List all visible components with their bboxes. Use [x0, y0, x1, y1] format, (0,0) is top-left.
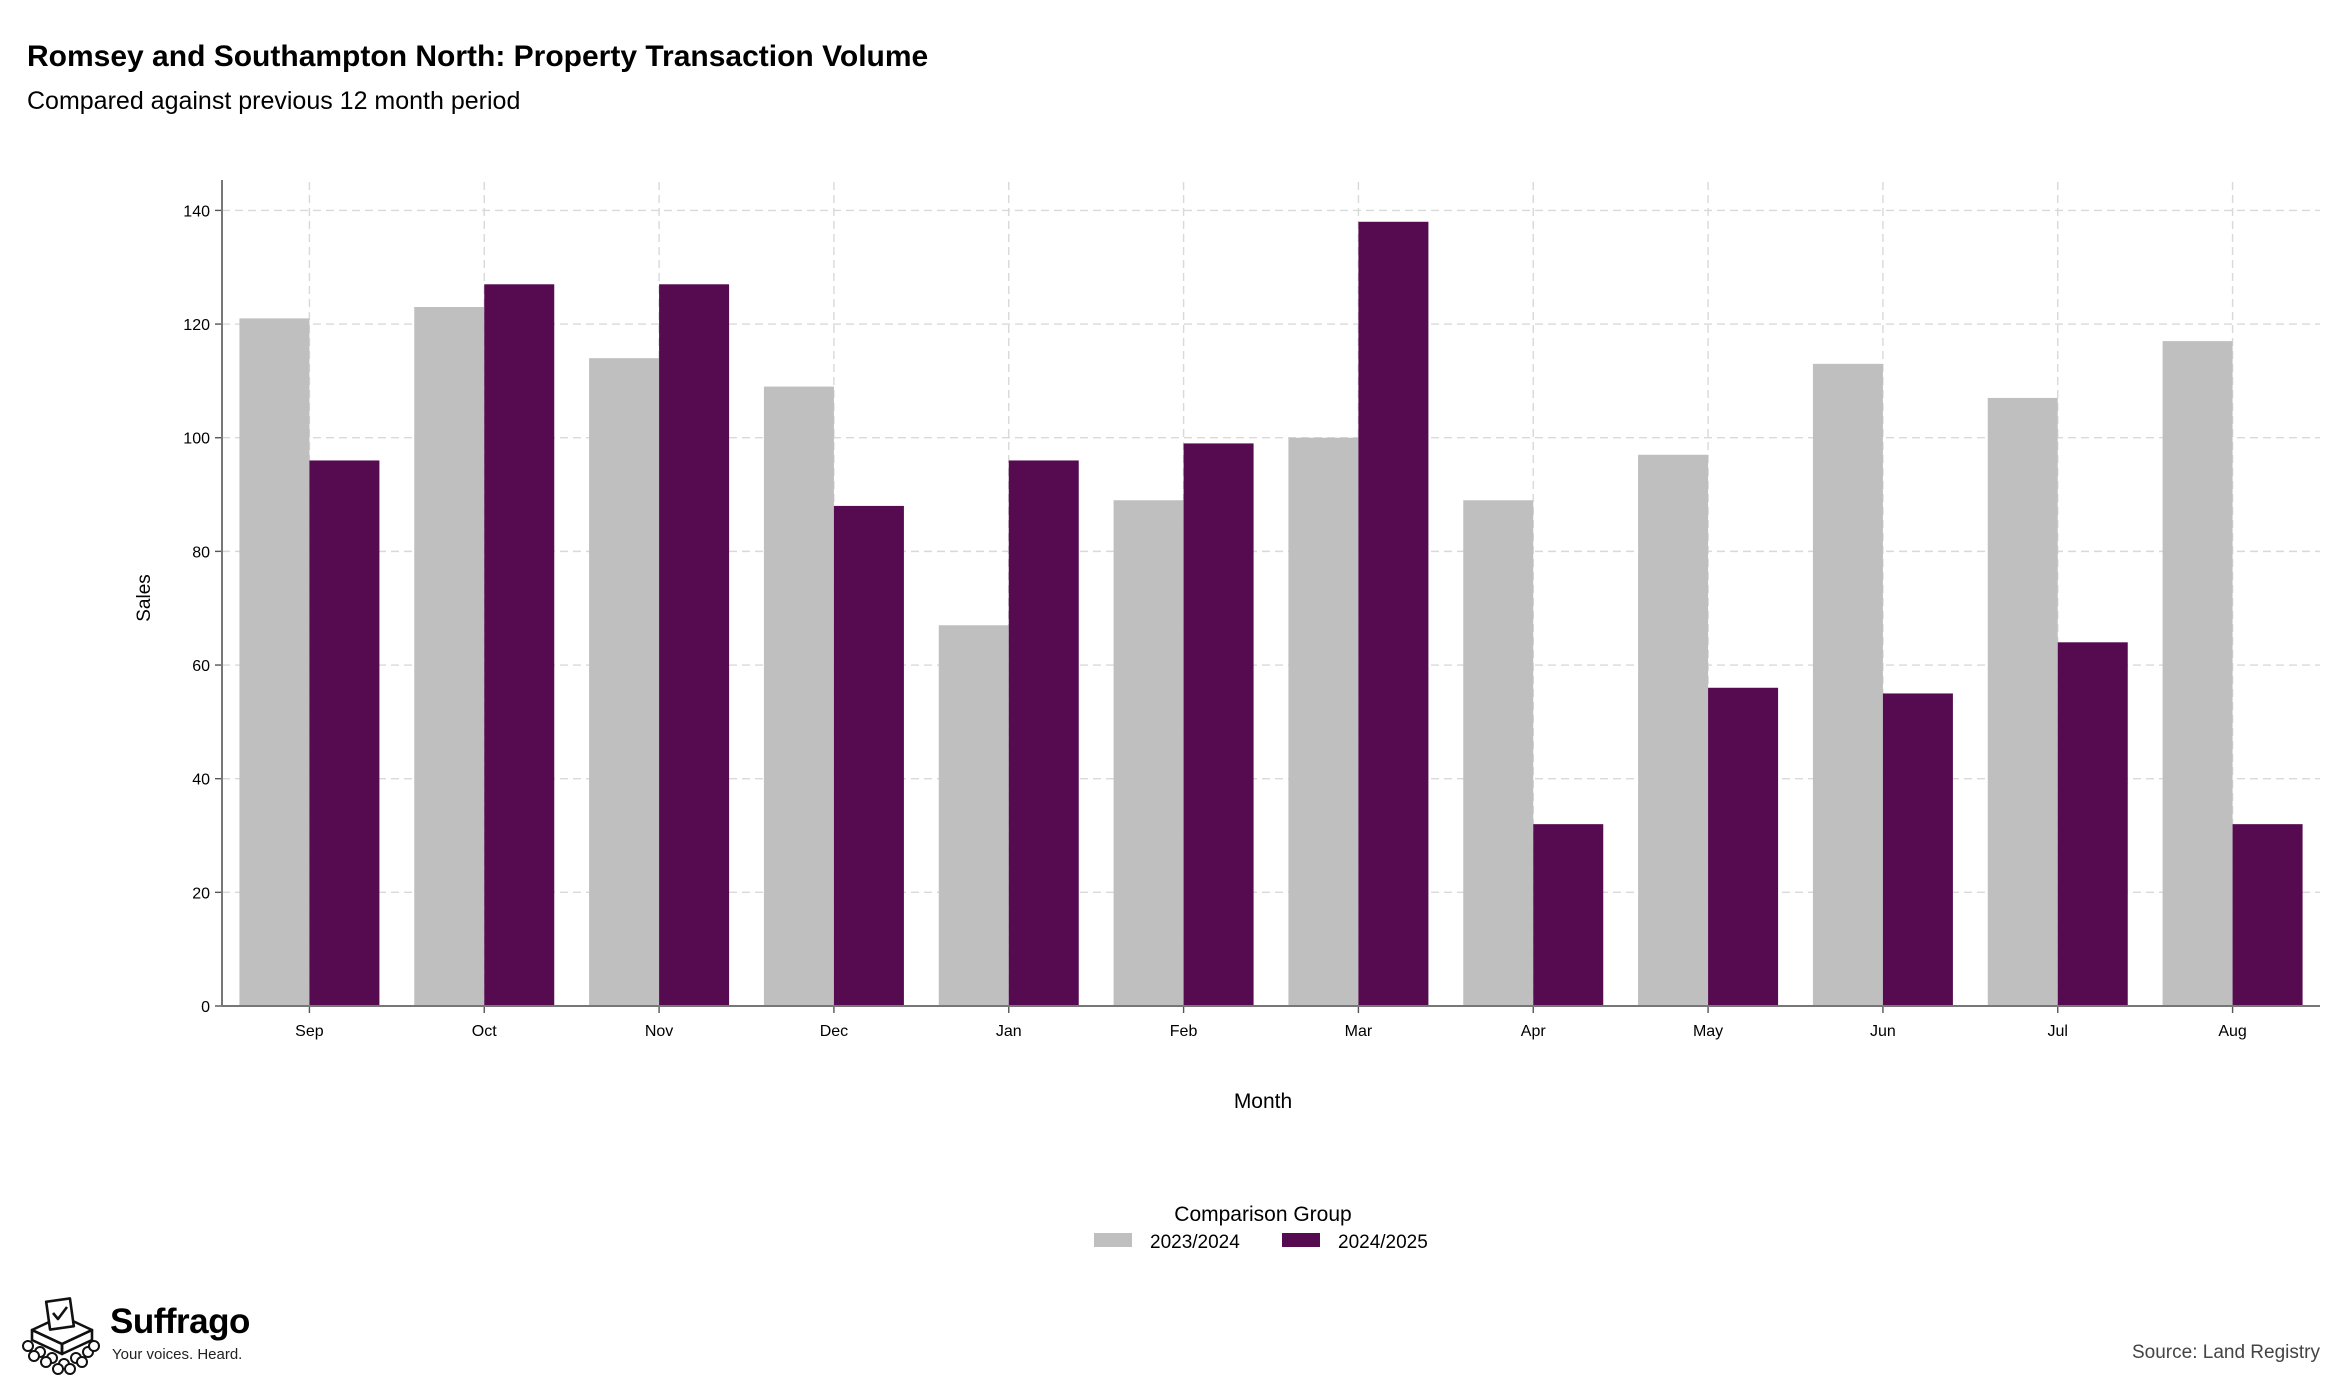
- x-tick-label: Jan: [996, 1023, 1022, 1040]
- bar-2024-2025-jun: [1882, 693, 1953, 1006]
- legend-label: 2023/2024: [1150, 1232, 1240, 1250]
- x-tick-label: Feb: [1170, 1023, 1198, 1040]
- bar-2023-2024-mar: [1288, 437, 1359, 1007]
- bars: [239, 221, 2303, 1007]
- bar-2024-2025-oct: [484, 284, 555, 1006]
- ballot-box-icon: [22, 1297, 100, 1375]
- legend-title: Comparison Group: [1174, 1203, 1351, 1226]
- y-tick-label: 80: [192, 544, 210, 561]
- legend-swatch: [1094, 1233, 1132, 1247]
- y-tick-label: 60: [192, 658, 210, 675]
- bar-2024-2025-feb: [1183, 443, 1254, 1007]
- bar-2023-2024-oct: [414, 307, 485, 1006]
- bar-2023-2024-apr: [1463, 500, 1534, 1006]
- bar-2024-2025-mar: [1358, 221, 1429, 1007]
- y-tick-label: 100: [183, 431, 210, 448]
- bar-2024-2025-aug: [2232, 824, 2303, 1006]
- bar-2023-2024-aug: [2162, 341, 2233, 1006]
- bar-2023-2024-jan: [938, 625, 1009, 1006]
- brand-name: Suffrago: [110, 1302, 250, 1341]
- y-tick-label: 0: [201, 999, 210, 1016]
- bar-2024-2025-jul: [2057, 642, 2128, 1006]
- x-tick-label: Jun: [1870, 1023, 1896, 1040]
- x-tick-label: Apr: [1521, 1023, 1547, 1040]
- y-tick-label: 40: [192, 772, 210, 789]
- bar-2024-2025-nov: [659, 284, 730, 1006]
- chart-title: Romsey and Southampton North: Property T…: [27, 40, 929, 73]
- bar-2023-2024-dec: [763, 386, 834, 1006]
- x-tick-label: Dec: [820, 1023, 848, 1040]
- x-tick-label: Oct: [472, 1023, 497, 1040]
- bar-2024-2025-dec: [833, 505, 904, 1006]
- bar-2023-2024-feb: [1113, 500, 1184, 1006]
- y-axis-label: Sales: [134, 574, 155, 622]
- bar-2024-2025-jan: [1008, 460, 1079, 1006]
- x-tick-label: Mar: [1345, 1023, 1373, 1040]
- brand-tagline: Your voices. Heard.: [112, 1346, 243, 1363]
- legend: 2023/2024 2024/2025: [1094, 1232, 1428, 1250]
- bar-2023-2024-jul: [1987, 397, 2058, 1006]
- bar-2023-2024-jun: [1812, 363, 1883, 1006]
- axes: 0 20 40 60 80 100 120 140 Sep Oct Nov Dec Jan Feb Mar A…: [183, 180, 2320, 1040]
- chart-subtitle: Compared against previous 12 month perio…: [27, 87, 521, 115]
- y-tick-label: 120: [183, 317, 210, 334]
- legend-label: 2024/2025: [1338, 1232, 1428, 1250]
- legend-item: 2024/2025: [1282, 1232, 1428, 1250]
- x-tick-label: Nov: [645, 1023, 673, 1040]
- x-tick-label: Sep: [295, 1023, 324, 1040]
- y-tick-label: 20: [192, 885, 210, 902]
- bar-chart: 0 20 40 60 80 100 120 140 Sep Oct Nov Dec Jan Feb Mar A…: [134, 180, 2320, 1250]
- x-tick-label: Jul: [2048, 1023, 2068, 1040]
- bar-2023-2024-nov: [589, 358, 660, 1006]
- bar-2024-2025-may: [1708, 687, 1779, 1006]
- x-axis-label: Month: [1234, 1090, 1292, 1113]
- x-tick-label: Aug: [2218, 1023, 2246, 1040]
- legend-item: 2023/2024: [1094, 1232, 1240, 1250]
- y-tick-label: 140: [183, 203, 210, 220]
- bar-2023-2024-may: [1638, 454, 1709, 1006]
- bar-2024-2025-apr: [1533, 824, 1604, 1006]
- x-tick-label: May: [1693, 1023, 1723, 1040]
- legend-swatch: [1282, 1233, 1320, 1247]
- suffrago-logo: Suffrago Your voices. Heard.: [14, 1294, 264, 1375]
- bar-2023-2024-sep: [239, 318, 310, 1006]
- source-note: Source: Land Registry: [2132, 1342, 2320, 1363]
- bar-2024-2025-sep: [309, 460, 380, 1006]
